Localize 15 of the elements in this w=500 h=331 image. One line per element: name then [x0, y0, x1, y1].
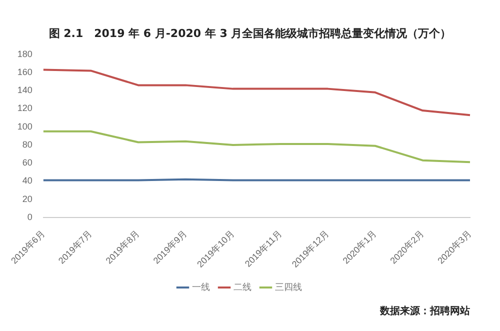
legend-label: 一线 [192, 282, 210, 292]
y-tick-label: 60 [22, 158, 32, 168]
y-tick-label: 0 [27, 212, 32, 222]
chart-title: 图 2.1 2019 年 6 月-2020 年 3 月全国各能级城市招聘总量变化情况（万个） [48, 26, 452, 41]
source-note: 数据来源：招聘网站 [380, 304, 470, 318]
y-tick-label: 100 [17, 121, 32, 132]
y-tick-label: 20 [22, 194, 32, 204]
y-tick-label: 140 [17, 85, 32, 96]
y-tick-label: 80 [22, 139, 32, 150]
y-tick-label: 180 [17, 48, 32, 59]
y-tick-label: 160 [17, 66, 32, 77]
y-tick-label: 40 [22, 176, 32, 186]
legend-label: 二线 [233, 282, 252, 292]
legend-label: 三四线 [274, 282, 302, 292]
y-tick-label: 120 [17, 103, 32, 114]
